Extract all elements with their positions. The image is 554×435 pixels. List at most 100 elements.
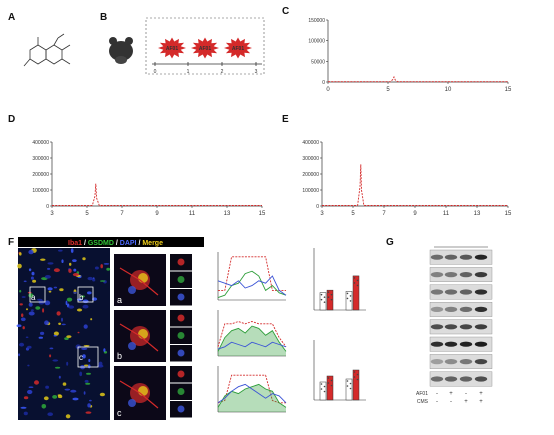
zoom-b-label: b bbox=[117, 351, 122, 361]
y-tick-label: 400000 bbox=[32, 140, 49, 146]
speckle bbox=[28, 268, 32, 272]
speckle bbox=[99, 392, 105, 397]
channel-thumbnail-signal bbox=[177, 314, 185, 322]
speckle bbox=[19, 252, 22, 256]
speckle bbox=[47, 262, 54, 265]
profile-series bbox=[217, 275, 287, 296]
speckle bbox=[28, 302, 33, 307]
profile-series bbox=[217, 321, 287, 348]
blot-band bbox=[459, 254, 473, 260]
speckle bbox=[92, 278, 96, 282]
speckle bbox=[47, 287, 53, 291]
speckle bbox=[28, 386, 34, 389]
panel-b: B AF01 AF01 AF01 0 1 2 3 bbox=[100, 12, 265, 75]
channel-thumbnail-signal bbox=[177, 405, 185, 413]
speckle bbox=[40, 331, 45, 335]
speckle bbox=[38, 336, 43, 339]
speckle bbox=[44, 300, 51, 306]
speckle bbox=[61, 323, 66, 326]
speckle bbox=[23, 280, 27, 283]
cms-dashed-box bbox=[145, 17, 265, 75]
legend-merge: Merge bbox=[142, 240, 163, 247]
channel-thumbnails bbox=[170, 254, 192, 418]
blot-band bbox=[444, 324, 458, 330]
speckle bbox=[26, 308, 28, 311]
profile-chart-a bbox=[217, 252, 287, 301]
bar-point bbox=[353, 282, 356, 284]
speckle bbox=[49, 347, 54, 350]
blot-condition-mark: + bbox=[479, 391, 483, 397]
speckle bbox=[73, 268, 77, 272]
speckle bbox=[85, 411, 92, 414]
micrograph-zoom: a b c bbox=[114, 254, 166, 420]
speckle bbox=[55, 366, 61, 369]
chart-e: 0 100000 200000 300000 400000 3 5 7 9 11 13 15 bbox=[302, 140, 512, 217]
speckle bbox=[59, 288, 64, 292]
speckle bbox=[45, 385, 49, 389]
bar-point bbox=[349, 382, 352, 385]
x-tick-label: 9 bbox=[413, 211, 417, 217]
speckle bbox=[87, 291, 92, 295]
speckle bbox=[79, 371, 83, 377]
blot-condition-mark: + bbox=[479, 399, 483, 405]
x-tick-label: 7 bbox=[382, 211, 386, 217]
blot-band bbox=[474, 289, 488, 295]
speckle bbox=[66, 361, 69, 366]
speckle bbox=[82, 299, 89, 304]
western-blot bbox=[429, 249, 493, 387]
bar-point bbox=[327, 296, 330, 298]
blot-band bbox=[459, 289, 473, 295]
bar-point bbox=[356, 284, 359, 287]
timeline-tick-label: 3 bbox=[255, 69, 258, 75]
speckle bbox=[47, 412, 53, 417]
speckle bbox=[62, 382, 67, 386]
panel-d: D 0 100000 200000 300000 400000 3 5 7 9 11 13 15 bbox=[8, 114, 266, 217]
speckle bbox=[22, 326, 25, 330]
zoom-cell-nucleus bbox=[128, 286, 136, 294]
speckle bbox=[52, 359, 59, 362]
panel-a-letter: A bbox=[8, 12, 15, 23]
speckle bbox=[77, 331, 80, 334]
speckle bbox=[72, 259, 77, 262]
y-tick-label: 0 bbox=[46, 204, 49, 210]
y-tick-label: 300000 bbox=[302, 156, 319, 162]
treatment-bursts: AF01 AF01 AF01 bbox=[158, 37, 252, 59]
legend-gsdmd: GSDMD bbox=[88, 240, 114, 247]
speckle bbox=[70, 248, 74, 253]
blot-band bbox=[430, 289, 444, 295]
speckle bbox=[19, 303, 23, 306]
zoom-cell-process bbox=[119, 267, 159, 296]
speckle bbox=[42, 308, 45, 313]
speckle bbox=[53, 331, 59, 336]
speckle bbox=[41, 404, 47, 409]
blot-conditions: AF01 - + - + CMS - - + + bbox=[416, 391, 483, 405]
channel-thumbnail-signal bbox=[177, 293, 185, 301]
bar-chart-top bbox=[313, 248, 366, 311]
y-tick-label: 150000 bbox=[308, 18, 325, 24]
treatment-burst bbox=[191, 37, 219, 59]
x-tick-label: 11 bbox=[443, 211, 450, 217]
x-tick-label: 3 bbox=[50, 211, 54, 217]
roi-b-label: b bbox=[79, 293, 84, 302]
chart-c: 0 50000 100000 150000 0 5 10 15 bbox=[308, 18, 512, 93]
zoom-cell-process bbox=[119, 323, 159, 352]
panel-g-letter: G bbox=[386, 237, 394, 248]
speckle bbox=[103, 263, 110, 265]
profile-series bbox=[217, 383, 287, 404]
micrograph-main: a b c bbox=[16, 248, 111, 420]
y-tick-label: 100000 bbox=[308, 39, 325, 45]
blot-condition-mark: + bbox=[449, 391, 453, 397]
zoom-cell-merge bbox=[138, 386, 148, 396]
bar-point bbox=[330, 293, 333, 296]
speckle bbox=[28, 249, 34, 255]
speckle bbox=[94, 266, 99, 270]
y-tick-label: 200000 bbox=[302, 172, 319, 178]
speckle bbox=[87, 364, 91, 369]
speckle bbox=[53, 286, 58, 289]
speckle bbox=[58, 322, 61, 325]
speckle bbox=[73, 291, 77, 294]
zoom-cell-nucleus bbox=[128, 399, 136, 407]
bar-point bbox=[353, 277, 356, 279]
bar-point bbox=[346, 385, 349, 387]
